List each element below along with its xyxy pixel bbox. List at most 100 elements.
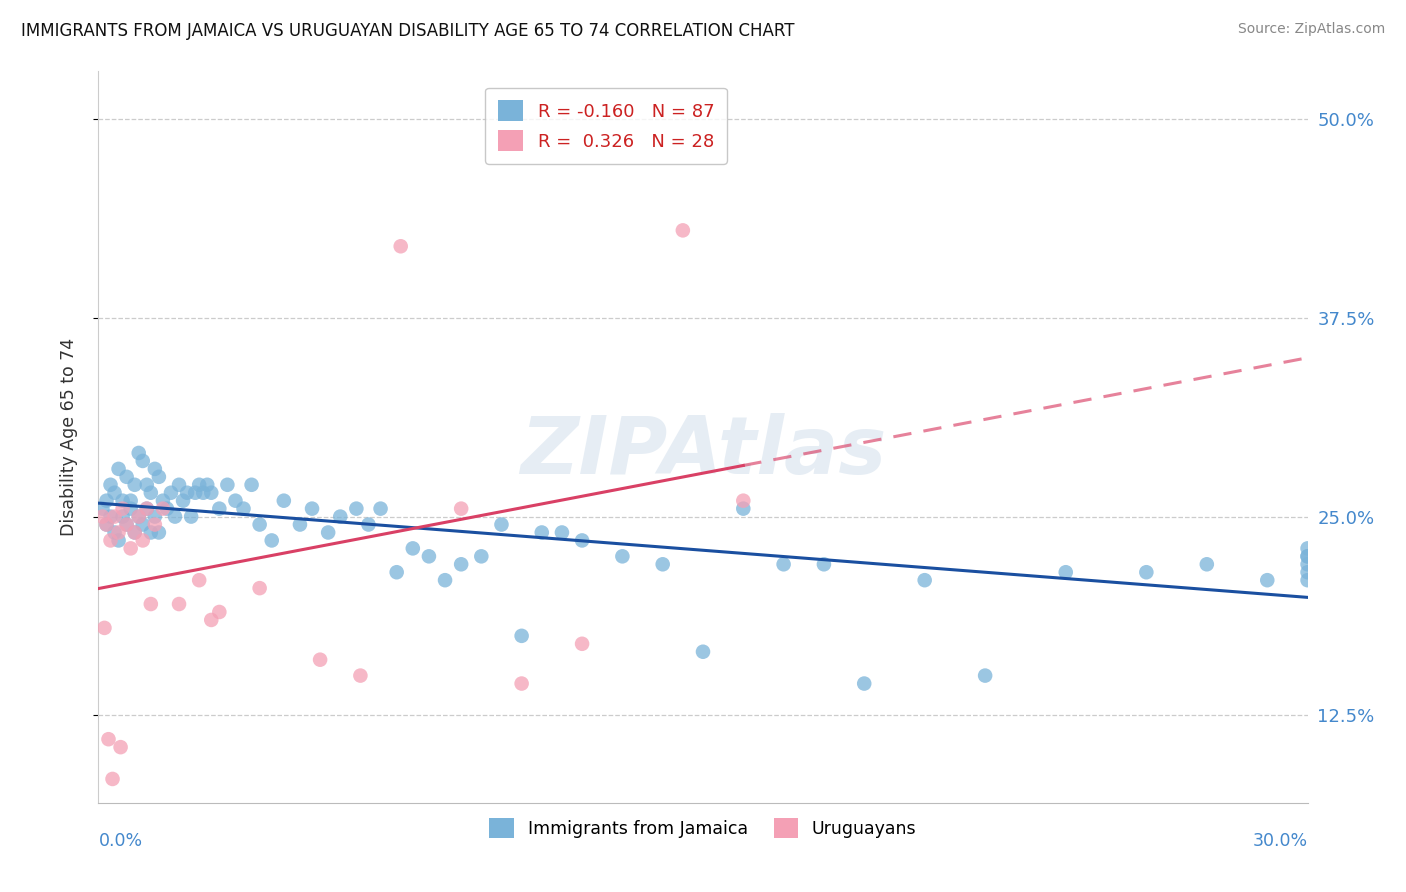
Point (156, 501, 179, 516)
Point (1054, 566, 1077, 580)
Point (115, 517, 138, 532)
Point (135, 501, 157, 516)
Point (974, 668, 997, 682)
Point (167, 597, 190, 611)
Point (551, 525, 574, 540)
Point (91, 509, 114, 524)
Point (612, 549, 634, 564)
Point (107, 525, 129, 540)
Point (107, 533, 129, 548)
Point (139, 485, 162, 500)
Point (193, 485, 215, 500)
Point (1296, 558, 1319, 572)
Point (402, 541, 425, 556)
Point (124, 525, 146, 540)
Point (148, 470, 170, 484)
Point (103, 525, 125, 540)
Point (240, 477, 263, 491)
Point (853, 676, 876, 690)
Point (249, 581, 271, 595)
Point (772, 558, 794, 572)
Point (1296, 549, 1319, 564)
Point (132, 517, 155, 532)
Point (132, 533, 155, 548)
Point (110, 740, 132, 755)
Point (135, 477, 157, 491)
Text: ZIPAtlas: ZIPAtlas (520, 413, 886, 491)
Point (1296, 549, 1319, 564)
Point (107, 462, 129, 476)
Point (124, 525, 146, 540)
Point (273, 493, 295, 508)
Point (96, 517, 118, 532)
Point (188, 477, 211, 491)
Point (914, 573, 936, 587)
Point (143, 462, 166, 476)
Point (172, 493, 194, 508)
Point (132, 454, 155, 468)
Point (200, 485, 222, 500)
Point (232, 501, 254, 516)
Point (1296, 573, 1319, 587)
Point (200, 613, 222, 627)
Point (1256, 573, 1278, 587)
Point (91, 501, 114, 516)
Point (651, 558, 673, 572)
Point (100, 477, 122, 491)
Point (692, 645, 714, 659)
Point (370, 501, 392, 516)
Point (1296, 541, 1319, 556)
Point (385, 566, 408, 580)
Point (357, 517, 380, 532)
Point (152, 493, 174, 508)
Point (1135, 566, 1157, 580)
Point (120, 501, 142, 516)
Point (813, 558, 835, 572)
Point (530, 525, 553, 540)
Point (389, 239, 412, 253)
Point (139, 597, 162, 611)
Text: Source: ZipAtlas.com: Source: ZipAtlas.com (1237, 22, 1385, 37)
Point (571, 637, 593, 651)
Point (309, 653, 332, 667)
Point (101, 772, 124, 786)
Point (316, 525, 339, 540)
Point (148, 525, 170, 540)
Point (288, 517, 311, 532)
Point (152, 501, 174, 516)
Point (160, 485, 183, 500)
Point (124, 477, 146, 491)
Point (100, 533, 122, 548)
Point (491, 517, 513, 532)
Point (100, 509, 122, 524)
Point (450, 501, 472, 516)
Text: 30.0%: 30.0% (1253, 832, 1308, 850)
Point (135, 501, 157, 516)
Point (510, 676, 533, 690)
Point (470, 549, 492, 564)
Point (188, 573, 211, 587)
Point (434, 573, 457, 587)
Point (96, 517, 118, 532)
Point (1296, 566, 1319, 580)
Point (128, 509, 150, 524)
Point (249, 517, 271, 532)
Point (115, 517, 138, 532)
Point (167, 477, 190, 491)
Point (97, 732, 120, 747)
Point (163, 509, 186, 524)
Point (103, 509, 125, 524)
Point (128, 446, 150, 460)
Point (510, 629, 533, 643)
Point (120, 541, 142, 556)
Point (139, 525, 162, 540)
Point (301, 501, 323, 516)
Point (208, 501, 231, 516)
Point (733, 493, 755, 508)
Point (96, 493, 118, 508)
Point (329, 509, 352, 524)
Point (450, 558, 472, 572)
Text: IMMIGRANTS FROM JAMAICA VS URUGUAYAN DISABILITY AGE 65 TO 74 CORRELATION CHART: IMMIGRANTS FROM JAMAICA VS URUGUAYAN DIS… (21, 22, 794, 40)
Point (120, 493, 142, 508)
Point (260, 533, 283, 548)
